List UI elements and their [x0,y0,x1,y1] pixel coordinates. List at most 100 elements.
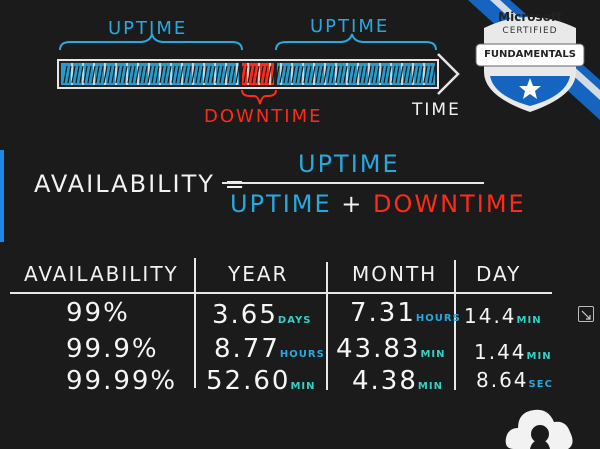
table-col-divider-2 [326,262,328,390]
header-day: DAY [476,262,522,286]
row1-year: 3.65DAYS [212,300,312,330]
timeline-hatch [275,65,280,84]
timeline-hatch [367,65,372,84]
timeline-hatch [91,65,96,84]
timeline-hatch [215,65,220,84]
timeline-hatch [391,65,396,84]
timeline-hatch [271,65,276,84]
timeline-hatch [251,65,256,84]
timeline-hatch [411,65,416,84]
timeline-hatch [403,65,408,84]
row2-day: 1.44MIN [474,340,552,364]
timeline-diagram [57,33,460,105]
timeline-hatch [155,65,160,84]
row1-month: 7.31HOURS [350,298,461,328]
timeline-hatch [303,65,308,84]
downtime-label: DOWNTIME [204,106,323,127]
uptime-right-label: UPTIME [310,16,390,37]
timeline-hatch [379,65,384,84]
formula-lhs: AVAILABILITY = [34,170,247,198]
timeline-hatch [223,65,228,84]
timeline-hatch [183,65,188,84]
timeline-hatch [283,65,288,84]
timeline-hatch [291,65,296,84]
timeline-hatch [87,65,92,84]
timeline-hatch [279,65,284,84]
row3-month: 4.38MIN [352,366,443,396]
left-accent-bar [0,150,4,242]
timeline-hatch [243,65,248,84]
timeline-hatch [119,65,124,84]
timeline-hatch [339,65,344,84]
timeline-hatch [383,65,388,84]
timeline-hatch [211,65,216,84]
timeline-hatch [343,65,348,84]
fraction-line [222,182,484,184]
timeline-hatch [359,65,364,84]
row3-year: 52.60MIN [206,366,316,396]
formula-denominator: UPTIME + DOWNTIME [230,190,526,218]
timeline-hatch [295,65,300,84]
timeline-hatch [147,65,152,84]
badge-level: FUNDAMENTALS [484,49,576,60]
timeline-hatch [175,65,180,84]
expand-icon[interactable] [578,306,594,322]
timeline-hatch [431,65,436,84]
row2-month: 43.83MIN [336,334,446,364]
timeline-hatch [135,65,140,84]
timeline-hatch [63,65,68,84]
timeline-hatch [171,65,176,84]
timeline-hatch [167,65,172,84]
timeline-hatch [123,65,128,84]
timeline-hatch [219,65,224,84]
timeline-hatch [227,65,232,84]
downtime-brace [241,89,277,105]
timeline-hatch [239,65,244,84]
timeline-hatch [363,65,368,84]
row3-day: 8.64SEC [476,368,553,392]
formula-numerator: UPTIME [298,150,400,178]
timeline-hatch [387,65,392,84]
row2-availability: 99.9% [66,334,159,364]
timeline-hatch [287,65,292,84]
timeline-hatch [427,65,432,84]
timeline-hatch [111,65,116,84]
uptime-left-label: UPTIME [108,18,188,39]
timeline-hatch [143,65,148,84]
row2-year: 8.77HOURS [214,334,325,364]
row1-availability: 99% [66,298,130,328]
timeline-hatch [315,65,320,84]
timeline-hatch [71,65,76,84]
timeline-hatch [187,65,192,84]
time-label: TIME [412,100,461,120]
header-month: MONTH [352,262,438,286]
timeline-hatch [255,65,260,84]
timeline-hatch [83,65,88,84]
timeline-hatch [99,65,104,84]
timeline-hatch [331,65,336,84]
timeline-hatch [163,65,168,84]
timeline-hatch [151,65,156,84]
timeline-hatch [79,65,84,84]
badge-brand: Microsoft [498,10,562,24]
table-col-divider-3 [454,260,456,390]
timeline-hatch [195,65,200,84]
timeline-hatch [415,65,420,84]
timeline-hatch [335,65,340,84]
star-icon [519,78,541,99]
timeline-hatch [395,65,400,84]
timeline-hatch [103,65,108,84]
denominator-uptime: UPTIME [230,190,332,218]
timeline-hatch [139,65,144,84]
timeline-hatch [127,65,132,84]
timeline-arrow [437,53,460,95]
timeline-hatch [371,65,376,84]
microsoft-certified-badge [468,0,600,120]
timeline-hatch [207,65,212,84]
timeline-hatch [419,65,424,84]
timeline-hatch [259,65,264,84]
timeline-hatch [247,65,252,84]
timeline-hatch [299,65,304,84]
timeline-hatch [323,65,328,84]
cloud-icon [505,409,573,449]
